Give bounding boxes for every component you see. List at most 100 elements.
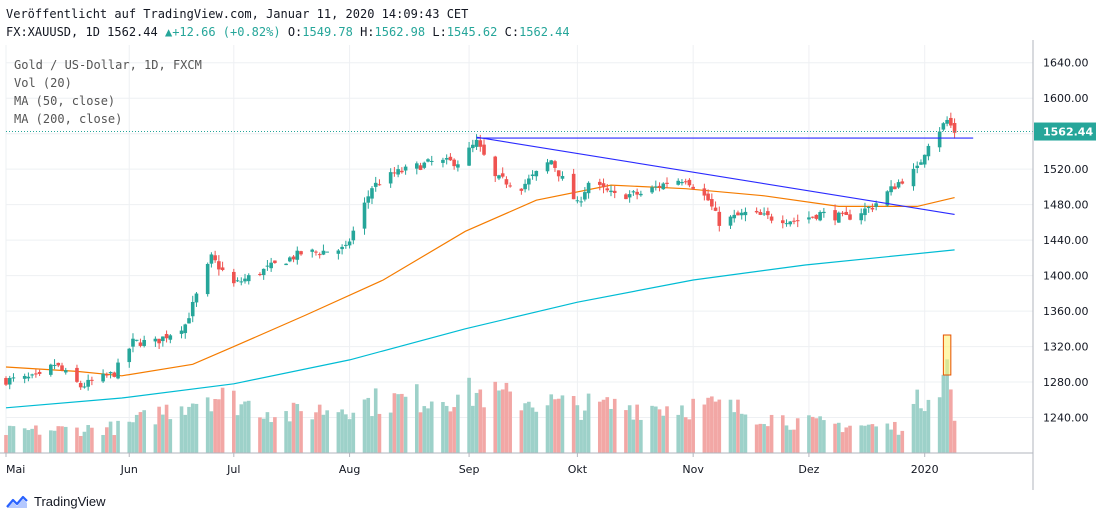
volume-bar	[889, 429, 893, 453]
volume-bar	[370, 416, 374, 453]
candle-body	[893, 186, 897, 190]
candle-body	[650, 187, 654, 193]
volume-bar	[7, 425, 12, 453]
candle-body	[194, 293, 199, 303]
candle-body	[549, 160, 554, 165]
volume-bar	[400, 393, 404, 453]
volume-bar	[108, 421, 113, 453]
candle-body	[702, 188, 707, 196]
volume-bar	[448, 411, 453, 453]
volume-bar	[728, 399, 733, 453]
candle-body	[86, 379, 90, 387]
volume-bar	[926, 399, 931, 453]
volume-bar	[478, 389, 483, 453]
volume-bar	[112, 435, 117, 453]
candle-body	[478, 140, 483, 147]
candle-body	[706, 193, 710, 201]
volume-bar	[26, 430, 31, 453]
volume-bar	[75, 427, 79, 453]
candle-body	[792, 220, 796, 222]
volume-bar	[743, 414, 748, 453]
volume-bar	[392, 393, 397, 453]
open-label: O:	[287, 25, 303, 39]
high-value: 1562.98	[374, 25, 426, 39]
volume-bar	[837, 422, 841, 453]
candle-body	[818, 212, 822, 221]
volume-bar	[269, 422, 273, 453]
close-label: C:	[504, 25, 520, 39]
candle-body	[426, 159, 430, 162]
volume-bar	[321, 414, 326, 453]
volume-bar	[687, 419, 692, 453]
candle-body	[583, 192, 587, 200]
volume-bar	[870, 424, 875, 453]
volume-bar	[209, 411, 214, 453]
candle-body	[127, 348, 132, 363]
candle-body	[396, 169, 400, 175]
volume-bar	[396, 394, 400, 453]
candle-body	[553, 161, 557, 168]
volume-bar	[810, 416, 815, 453]
volume-bar	[911, 403, 916, 453]
volume-bar	[937, 397, 942, 453]
candle-body	[168, 335, 173, 340]
volume-bar	[217, 399, 221, 453]
x-tick-label: Nov	[682, 463, 704, 476]
volume-bar	[351, 412, 356, 453]
change-text: +12.66 (+0.82%)	[172, 25, 281, 39]
y-tick-label: 1640.00	[1043, 57, 1089, 70]
volume-bar	[822, 420, 826, 453]
y-tick-label: 1600.00	[1043, 92, 1089, 105]
volume-bar	[131, 422, 135, 453]
candle-body	[444, 158, 449, 160]
price-chart[interactable]: 1240.00 1280.00 1320.00 1360.00 1400.00 1440.…	[0, 40, 1100, 490]
trendline	[476, 136, 955, 215]
volume-bar	[373, 388, 378, 453]
candle-body	[239, 281, 244, 283]
volume-bar	[261, 418, 266, 453]
volume-bar	[579, 419, 583, 453]
volume-bar	[665, 406, 669, 453]
candle-body	[108, 372, 113, 374]
candle-body	[366, 196, 371, 203]
candle-body	[597, 181, 602, 185]
volume-bar	[717, 399, 722, 453]
volume-bar	[631, 419, 636, 453]
x-tick-label: Okt	[568, 463, 588, 476]
candle-body	[837, 212, 841, 223]
volume-bar	[624, 410, 628, 453]
candle-body	[780, 220, 785, 224]
candle-body	[82, 386, 87, 388]
candle-body	[500, 173, 505, 177]
volume-bar	[736, 399, 740, 453]
footer-brand[interactable]: TradingView	[6, 494, 106, 509]
volume-bar	[691, 398, 695, 453]
volume-bar	[840, 432, 845, 453]
legend-ma50: MA (50, close)	[14, 94, 116, 108]
candle-body	[556, 170, 561, 177]
candle-body	[269, 262, 273, 269]
volume-bar	[739, 413, 744, 453]
candle-body	[631, 191, 636, 193]
candle-body	[919, 162, 923, 165]
candle-body	[138, 342, 143, 346]
ma200-line	[5, 249, 955, 409]
volume-bar	[650, 405, 654, 453]
volume-bar	[310, 419, 315, 453]
volume-bar	[142, 410, 146, 453]
volume-bar	[896, 434, 901, 453]
candle-body	[153, 338, 158, 342]
candle-body	[105, 374, 109, 376]
candle-body	[766, 211, 770, 216]
volume-bar	[859, 425, 864, 453]
volume-bar	[291, 402, 296, 453]
candle-body	[467, 147, 471, 166]
volume-bar	[654, 406, 658, 453]
volume-bar	[299, 411, 303, 453]
volume-bar	[11, 426, 16, 453]
volume-bar	[814, 418, 819, 453]
volume-bar	[429, 401, 434, 453]
volume-bar	[635, 404, 639, 453]
candle-body	[609, 190, 613, 193]
candle-body	[571, 173, 576, 200]
